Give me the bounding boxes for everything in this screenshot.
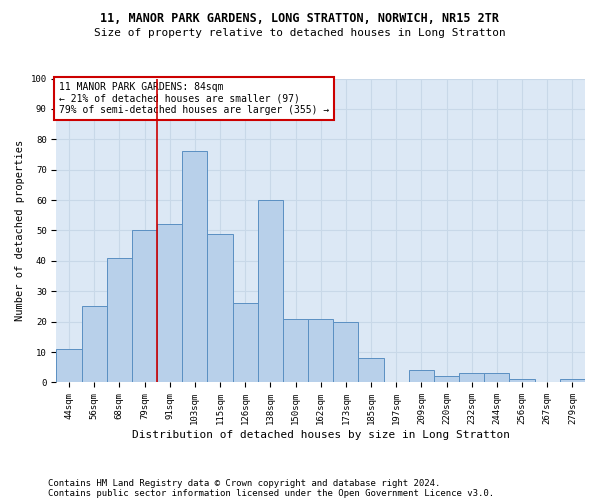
Bar <box>308 318 333 382</box>
Bar <box>484 374 509 382</box>
Bar <box>358 358 383 382</box>
X-axis label: Distribution of detached houses by size in Long Stratton: Distribution of detached houses by size … <box>132 430 510 440</box>
Text: 11 MANOR PARK GARDENS: 84sqm
← 21% of detached houses are smaller (97)
79% of se: 11 MANOR PARK GARDENS: 84sqm ← 21% of de… <box>59 82 329 114</box>
Text: 11, MANOR PARK GARDENS, LONG STRATTON, NORWICH, NR15 2TR: 11, MANOR PARK GARDENS, LONG STRATTON, N… <box>101 12 499 26</box>
Bar <box>409 370 434 382</box>
Bar <box>459 374 484 382</box>
Bar <box>157 224 182 382</box>
Text: Contains HM Land Registry data © Crown copyright and database right 2024.: Contains HM Land Registry data © Crown c… <box>48 478 440 488</box>
Bar <box>283 318 308 382</box>
Bar <box>233 304 258 382</box>
Bar <box>208 234 233 382</box>
Bar <box>560 380 585 382</box>
Bar <box>258 200 283 382</box>
Bar <box>434 376 459 382</box>
Bar <box>56 349 82 382</box>
Bar <box>509 380 535 382</box>
Bar <box>132 230 157 382</box>
Y-axis label: Number of detached properties: Number of detached properties <box>15 140 25 321</box>
Bar <box>333 322 358 382</box>
Bar <box>107 258 132 382</box>
Text: Contains public sector information licensed under the Open Government Licence v3: Contains public sector information licen… <box>48 488 494 498</box>
Text: Size of property relative to detached houses in Long Stratton: Size of property relative to detached ho… <box>94 28 506 38</box>
Bar <box>182 152 208 382</box>
Bar <box>82 306 107 382</box>
